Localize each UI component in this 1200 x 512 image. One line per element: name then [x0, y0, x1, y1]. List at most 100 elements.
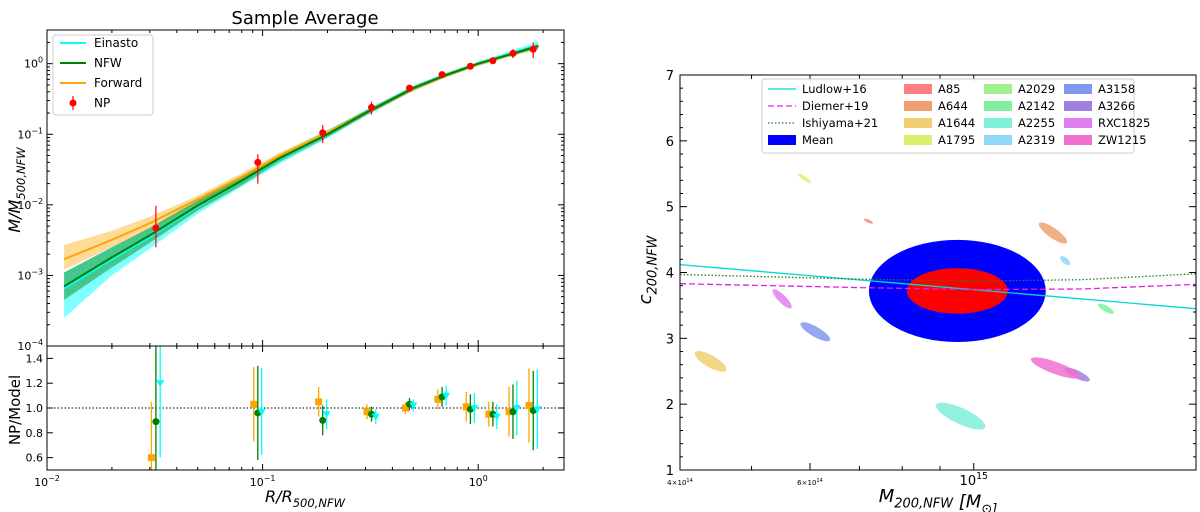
residual-y-tick-label: 1.0 [26, 402, 44, 415]
c-legend-label-a3158: A3158 [1098, 82, 1135, 96]
residual-point-einasto [322, 411, 331, 419]
c-legend-label-ludlow-16: Ludlow+16 [802, 82, 867, 96]
concentration-y-axis-label: c200,NFW [635, 234, 660, 304]
np-point [529, 45, 537, 53]
c-legend-box [761, 78, 1135, 154]
mass-profile-legend: Einasto NFW Forward NP [52, 34, 154, 116]
c-legend-label-a2142: A2142 [1018, 99, 1055, 113]
cluster-a1795 [797, 173, 812, 184]
residual-point-forward [505, 408, 513, 416]
c-legend-label-a1644: A1644 [938, 116, 975, 130]
residual-point-forward [525, 402, 533, 410]
residual-point-einasto [512, 405, 521, 412]
c-legend-swatch-mean [768, 135, 796, 145]
c-legend-swatch-a1795 [904, 135, 932, 145]
cluster-a85 [863, 218, 874, 224]
residual-point-einasto [492, 413, 501, 421]
c-legend-swatch-zw1215 [1064, 135, 1092, 145]
chart-title: Sample Average [231, 8, 378, 29]
c-y-tick-label: 6 [666, 135, 674, 150]
residual-point-einasto [371, 413, 380, 421]
c-legend-swatch-a1644 [904, 118, 932, 128]
cluster-a2142 [1097, 303, 1114, 314]
cluster-zw1215 [1030, 357, 1080, 379]
residual-frame [46, 345, 565, 471]
c-x-tick-label: 1015 [960, 471, 988, 489]
np-point [254, 158, 262, 166]
y-tick-label: 10−3 [17, 267, 43, 282]
residual-point-forward [315, 398, 323, 406]
residual-point-forward [250, 400, 258, 408]
np-point [509, 49, 517, 57]
np-point [368, 103, 376, 111]
legend-box [52, 34, 154, 116]
concentration-mass-legend: Ludlow+16 Diemer+19 Ishiyama+21 Mean A85 A644… [761, 78, 1150, 154]
concentration-mass-frame [679, 74, 1197, 471]
np-point [319, 129, 327, 137]
c-legend-swatch-a85 [904, 84, 932, 94]
residual-point-forward [485, 410, 493, 418]
legend-swatch-np [69, 99, 77, 107]
x-tick-label: 10−2 [34, 474, 60, 489]
residual-point-einasto [156, 380, 165, 388]
x-axis-label: R/R500,NFW [265, 487, 346, 510]
c-y-tick-label: 3 [666, 332, 674, 347]
c-legend-label-a3266: A3266 [1098, 99, 1135, 113]
legend-label-forward: Forward [94, 76, 142, 90]
residual-y-axis-label: NP/Model [6, 375, 24, 445]
residual-point-forward [363, 408, 371, 416]
residual-point-forward [401, 404, 409, 412]
c-legend-swatch-rxc1825 [1064, 118, 1092, 128]
y-tick-label: 10−2 [17, 197, 43, 212]
residual-panel: 0.6 0.8 1.0 1.2 1.4 10−2 10−1 100 [26, 345, 565, 489]
residual-y-tick-label: 0.8 [26, 427, 44, 440]
y-axis-label: M/M500,NFW [5, 147, 28, 233]
cluster-a644 [1038, 222, 1068, 244]
residual-point-nfw [509, 408, 517, 416]
residual-y-tick-label: 1.2 [26, 377, 44, 390]
residual-point-einasto [442, 392, 451, 400]
c-legend-label-ishiyama-21: Ishiyama+21 [802, 116, 878, 130]
residual-point-einasto [257, 408, 266, 416]
c-y-tick-label: 7 [666, 69, 674, 84]
residual-point-forward [462, 403, 470, 411]
relation-ludlow-16 [679, 263, 1197, 310]
c-legend-label-zw1215: ZW1215 [1098, 133, 1147, 147]
residual-point-nfw [319, 416, 327, 424]
c-legend-label-a2319: A2319 [1018, 133, 1055, 147]
cluster-rxc1825 [772, 289, 792, 309]
c-y-tick-label: 1 [666, 464, 674, 479]
c-y-tick-label: 4 [666, 267, 674, 282]
c-legend-label-a2255: A2255 [1018, 116, 1055, 130]
c-legend-label-rxc1825: RXC1825 [1098, 116, 1150, 130]
cluster-a2255 [935, 402, 986, 430]
cluster-a2319 [1060, 256, 1071, 266]
residual-point-einasto [470, 405, 479, 412]
y-tick-label: 10−4 [17, 338, 43, 353]
x-tick-label: 10−1 [250, 474, 276, 489]
c-legend-swatch-a644 [904, 101, 932, 111]
legend-label-einasto: Einasto [94, 36, 138, 50]
relation-diemer-19 [679, 283, 1197, 291]
c-y-tick-label: 2 [666, 398, 674, 413]
c-legend-label-a85: A85 [938, 82, 961, 96]
legend-label-nfw: NFW [94, 56, 122, 70]
line-nfw [63, 45, 539, 288]
cluster-a1644 [694, 350, 727, 372]
residual-point-einasto [409, 402, 418, 410]
c-legend-swatch-a2319 [984, 135, 1012, 145]
residual-point-forward [147, 454, 155, 462]
c-x-tick-label: 4×1014 [667, 478, 693, 487]
y-tick-label: 100 [24, 56, 43, 71]
np-point [405, 84, 413, 92]
residual-y-tick-label: 1.4 [26, 352, 44, 365]
c-legend-swatch-a2142 [984, 101, 1012, 111]
residual-y-tick-label: 0.6 [26, 452, 44, 465]
c-y-tick-label: 5 [666, 201, 674, 216]
mass-profile-panel: Sample Average 10−4 10−3 10−2 10−1 100 Einas… [17, 8, 565, 353]
np-point [489, 57, 497, 65]
concentration-mass-panel: 1 2 3 4 5 6 7 4×1014 6×1014 1015 Ludlow+16 Diemer+… [666, 69, 1197, 489]
y-tick-label: 10−1 [17, 126, 43, 141]
c-legend-label-mean: Mean [802, 133, 833, 147]
